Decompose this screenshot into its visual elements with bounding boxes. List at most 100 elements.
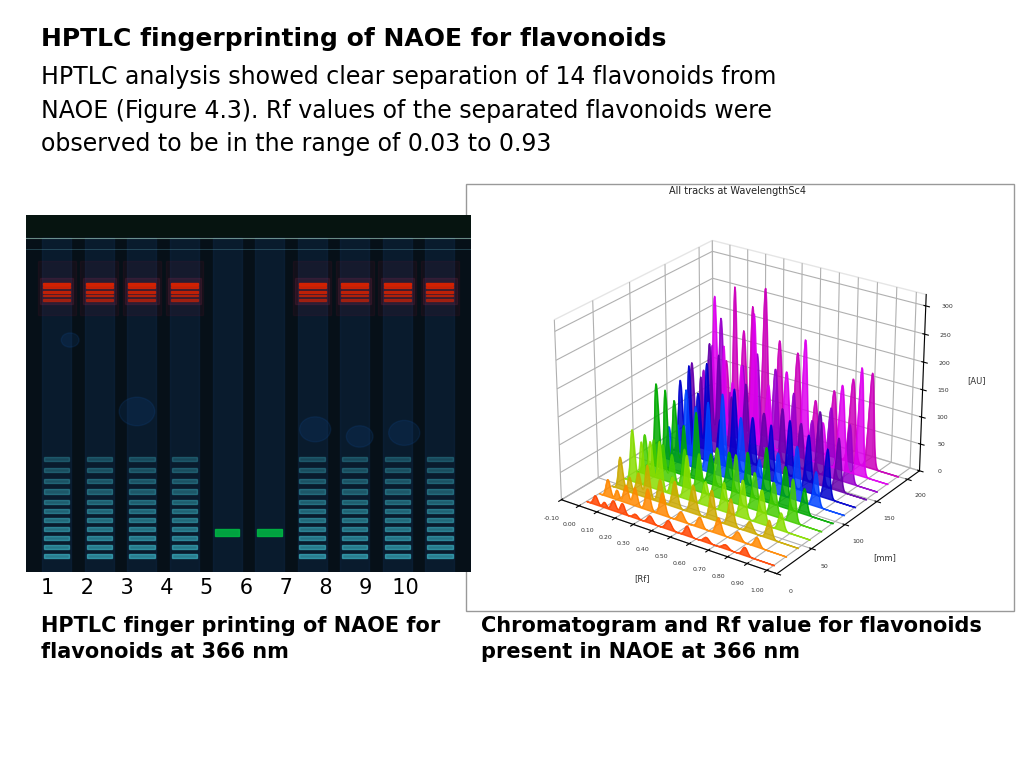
Bar <box>127 238 157 572</box>
Bar <box>427 518 453 522</box>
Bar <box>42 238 72 572</box>
Bar <box>421 261 459 315</box>
Bar <box>299 468 325 472</box>
Bar <box>341 283 369 285</box>
Bar <box>44 527 70 531</box>
Bar <box>129 509 155 513</box>
Bar <box>299 457 325 462</box>
Bar <box>340 238 370 572</box>
Bar <box>213 238 242 572</box>
Bar <box>87 527 112 531</box>
Bar <box>427 478 453 483</box>
Bar <box>427 509 453 513</box>
Bar <box>87 500 112 505</box>
Circle shape <box>119 397 155 425</box>
Bar <box>43 283 71 285</box>
Bar <box>44 518 70 522</box>
Bar <box>384 295 411 296</box>
Bar <box>166 261 204 315</box>
Bar <box>172 536 198 540</box>
Text: Chromatogram and Rf value for flavonoids
present in NAOE at 366 nm: Chromatogram and Rf value for flavonoids… <box>481 616 982 662</box>
Bar <box>427 500 453 505</box>
Bar <box>427 554 453 558</box>
Circle shape <box>300 417 331 442</box>
Bar <box>86 283 113 285</box>
Bar <box>87 536 112 540</box>
Bar <box>341 286 369 288</box>
Bar <box>43 286 71 288</box>
Bar <box>299 536 325 540</box>
Bar <box>342 500 368 505</box>
Bar <box>385 500 410 505</box>
Bar <box>129 500 155 505</box>
Bar <box>385 478 410 483</box>
Bar <box>172 457 198 462</box>
Bar <box>299 518 325 522</box>
Bar <box>385 457 410 462</box>
Bar <box>125 277 159 304</box>
Bar <box>342 489 368 494</box>
Bar <box>44 536 70 540</box>
Bar <box>383 238 412 572</box>
Bar <box>129 478 155 483</box>
Bar <box>86 291 113 293</box>
Bar <box>171 283 198 285</box>
Bar <box>43 300 71 301</box>
Bar <box>128 295 156 296</box>
Bar <box>342 518 368 522</box>
Bar <box>342 478 368 483</box>
Bar <box>87 554 112 558</box>
Bar <box>128 291 156 293</box>
Bar <box>40 277 74 304</box>
Bar <box>427 536 453 540</box>
Bar <box>128 283 156 285</box>
Bar <box>44 478 70 483</box>
Bar <box>299 295 326 296</box>
Bar <box>128 300 156 301</box>
Bar <box>87 457 112 462</box>
Title: All tracks at WavelengthSc4: All tracks at WavelengthSc4 <box>669 186 806 196</box>
Bar <box>426 283 454 285</box>
Bar <box>378 261 416 315</box>
Bar <box>342 509 368 513</box>
Text: 1    2    3    4    5    6    7    8    9   10: 1 2 3 4 5 6 7 8 9 10 <box>41 578 419 598</box>
Bar <box>299 283 326 285</box>
Bar <box>44 500 70 505</box>
Bar <box>168 277 201 304</box>
Bar <box>342 527 368 531</box>
Bar <box>427 468 453 472</box>
Bar <box>87 518 112 522</box>
Bar <box>81 261 119 315</box>
Bar <box>44 457 70 462</box>
Bar <box>257 528 282 536</box>
Text: HPTLC finger printing of NAOE for
flavonoids at 366 nm: HPTLC finger printing of NAOE for flavon… <box>41 616 440 662</box>
Bar <box>426 286 454 288</box>
Bar <box>87 468 112 472</box>
Bar <box>129 536 155 540</box>
Bar <box>128 286 156 288</box>
Bar <box>296 277 329 304</box>
Bar <box>44 545 70 549</box>
Bar <box>384 283 411 285</box>
Bar <box>44 468 70 472</box>
Circle shape <box>346 425 373 447</box>
Bar <box>425 238 455 572</box>
Bar <box>86 295 113 296</box>
Bar <box>293 261 331 315</box>
Text: HPTLC fingerprinting of NAOE for flavonoids: HPTLC fingerprinting of NAOE for flavono… <box>41 27 667 51</box>
Bar <box>336 261 374 315</box>
Circle shape <box>61 333 79 347</box>
Bar <box>342 468 368 472</box>
Bar <box>426 291 454 293</box>
Bar <box>384 286 411 288</box>
Bar <box>129 527 155 531</box>
Bar <box>385 536 410 540</box>
Bar <box>427 545 453 549</box>
Bar <box>342 457 368 462</box>
Bar <box>172 468 198 472</box>
Bar <box>299 478 325 483</box>
Bar <box>255 238 284 572</box>
Bar <box>172 509 198 513</box>
Bar <box>385 545 410 549</box>
Bar <box>342 536 368 540</box>
